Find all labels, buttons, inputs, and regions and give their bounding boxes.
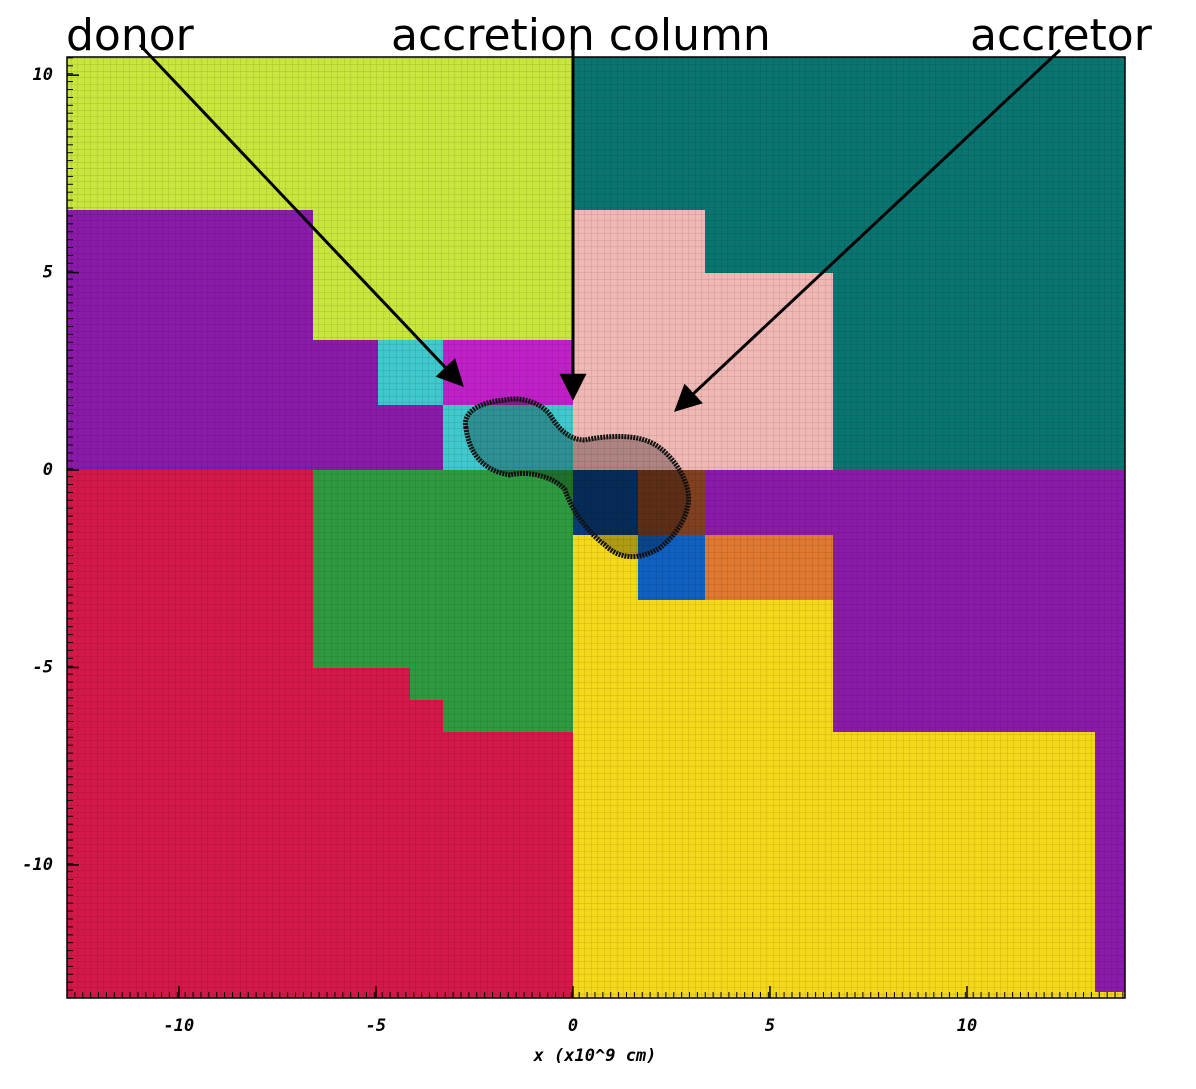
y-tick-label: -5 bbox=[33, 657, 53, 677]
x-tick-label: 10 bbox=[957, 1016, 977, 1036]
plot-frame bbox=[66, 56, 1126, 999]
x-tick-label: -5 bbox=[366, 1016, 386, 1036]
mesh bbox=[67, 57, 1125, 998]
arrow bbox=[138, 43, 464, 387]
annotation: donor bbox=[66, 10, 195, 61]
y-tick-label: 5 bbox=[43, 263, 53, 283]
y-tick-label: 10 bbox=[33, 65, 53, 85]
y-tick-label: -10 bbox=[22, 855, 53, 875]
column-outline bbox=[463, 396, 692, 560]
y-tick-label: 0 bbox=[43, 460, 53, 480]
x-tick-label: 0 bbox=[568, 1016, 578, 1036]
x-tick-label: 5 bbox=[765, 1016, 775, 1036]
annotation: accretor bbox=[970, 10, 1153, 61]
x-tick-label: -10 bbox=[164, 1016, 195, 1036]
annotation: accretion column bbox=[391, 10, 771, 61]
x-axis-label: x (x10^9 cm) bbox=[533, 1046, 657, 1066]
arrow bbox=[674, 48, 1062, 412]
